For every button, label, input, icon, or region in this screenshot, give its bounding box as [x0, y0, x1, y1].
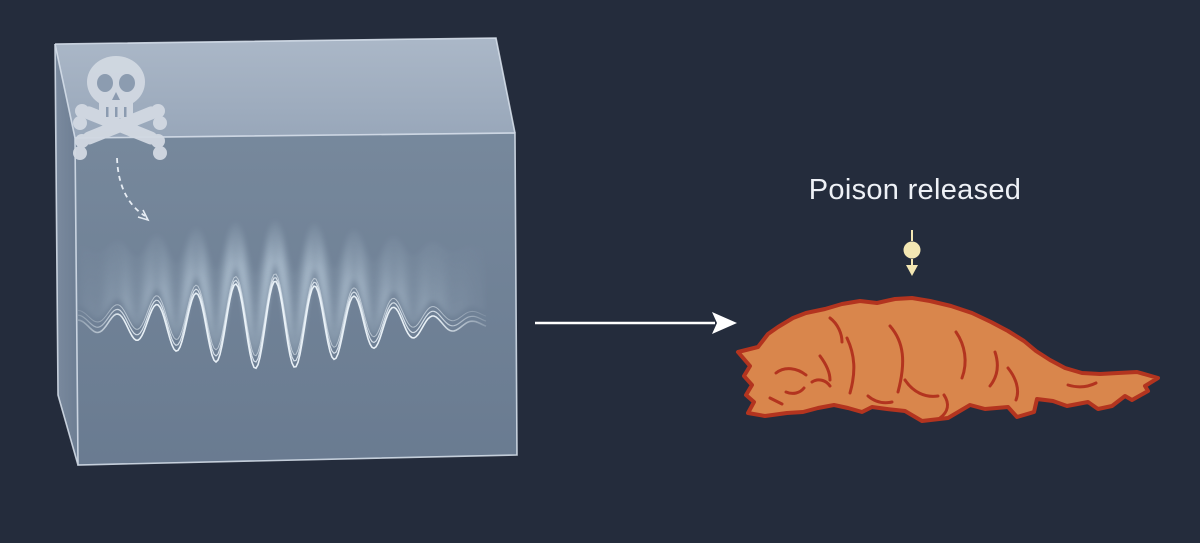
arrow-right-icon: [535, 312, 737, 334]
poison-released-caption: Poison released: [808, 174, 1022, 206]
box-top: [55, 38, 515, 138]
dashed-arrow-icon: [116, 157, 150, 222]
cat-body: [736, 296, 1160, 423]
wave-line: [77, 273, 487, 357]
cat-illustration: [736, 296, 1160, 423]
skull-crossbones-icon: [73, 56, 167, 160]
wave-function: [77, 220, 488, 370]
poison-drop-icon: [903, 230, 921, 276]
wave-line: [77, 280, 487, 370]
wave-glow-layer: [77, 220, 487, 282]
quantum-box: [54, 37, 518, 466]
box-edges: [54, 37, 518, 466]
cat-fur-lines: [768, 316, 1098, 420]
wave-line: [77, 277, 487, 363]
box-left-side: [55, 44, 78, 465]
box-front: [75, 133, 517, 465]
